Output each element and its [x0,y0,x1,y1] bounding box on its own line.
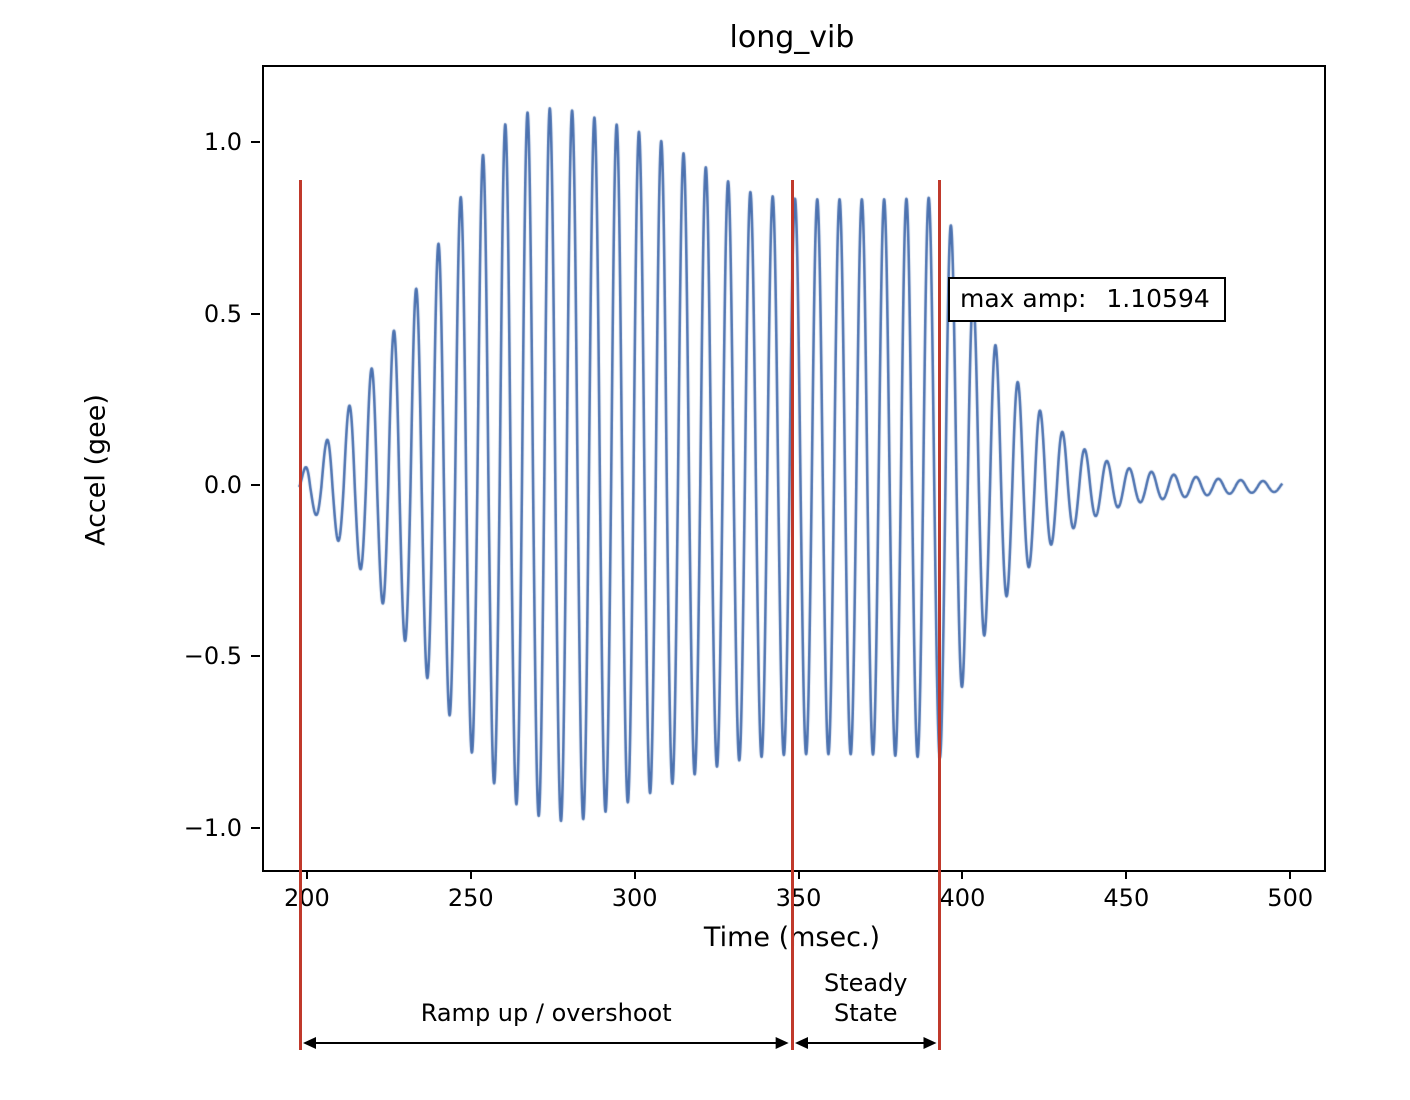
y-tick-label: −0.5 [183,642,242,671]
region-label: Steady State [823,969,908,1027]
x-tick-mark [961,870,964,879]
x-tick-label: 200 [283,884,330,912]
x-tick-mark [633,870,636,879]
marker-line [298,180,302,1050]
max-amp-annotation-label: max amp: [960,284,1087,313]
x-tick-label: 300 [611,884,658,912]
y-tick-label: −1.0 [183,813,242,842]
x-tick-mark [469,870,472,879]
x-tick-mark [1125,870,1128,879]
chart-title: long_vib [729,20,855,55]
plot-area [262,65,1326,872]
y-axis-label-text: Accel (gee) [80,394,112,546]
x-tick-label: 500 [1267,884,1314,912]
marker-line [937,180,941,1050]
max-amp-annotation: max amp: 1.10594 [948,277,1226,322]
y-tick-label: 1.0 [203,128,242,157]
x-tick-label: 450 [1103,884,1150,912]
double-arrow-icon [795,1037,937,1049]
region-annotation: Steady State [792,968,939,1054]
y-tick-mark [251,826,260,829]
x-tick-mark [797,870,800,879]
y-tick-label: 0.5 [203,299,242,328]
region-annotation: Ramp up / overshoot [300,968,792,1054]
x-tick-label: 250 [447,884,494,912]
waveform-trace [264,67,1324,870]
y-tick-mark [251,141,260,144]
x-tick-mark [305,870,308,879]
x-tick-label: 400 [939,884,986,912]
max-amp-annotation-value: 1.10594 [1106,284,1210,313]
x-tick-label: 350 [775,884,822,912]
y-tick-mark [251,483,260,486]
region-label: Ramp up / overshoot [420,999,672,1027]
y-tick-mark [251,312,260,315]
marker-line [790,180,794,1050]
double-arrow-icon [303,1037,789,1049]
x-tick-mark [1289,870,1292,879]
y-tick-mark [251,655,260,658]
y-tick-label: 0.0 [203,470,242,499]
